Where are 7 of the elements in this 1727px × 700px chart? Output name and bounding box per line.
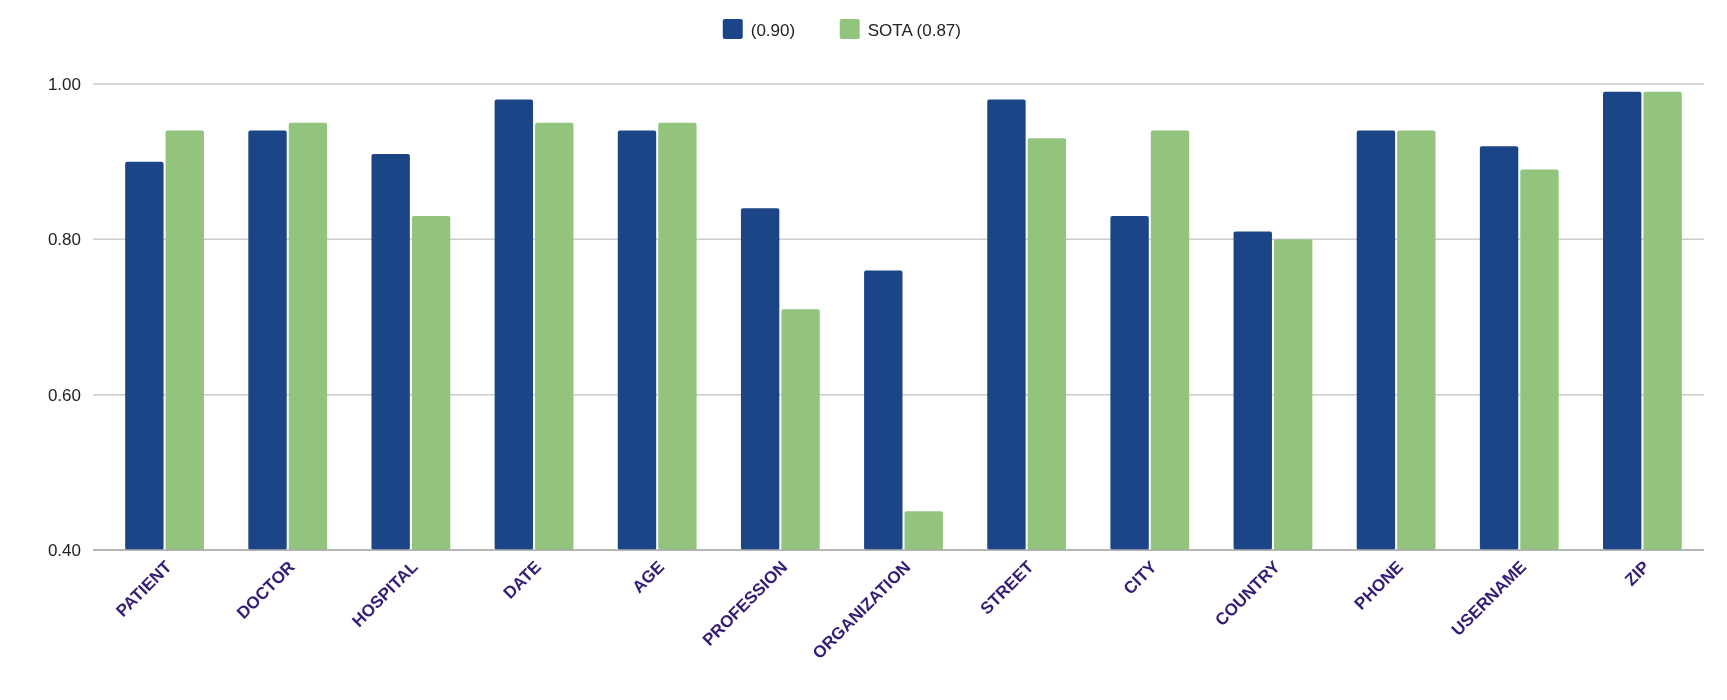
legend-label: (0.90) (750, 20, 796, 40)
legend-label: SOTA (0.87) (867, 20, 961, 40)
y-tick-label: 0.40 (47, 540, 81, 560)
y-tick-label: 1.00 (47, 74, 81, 94)
y-tick-label: 0.80 (47, 230, 81, 250)
x-tick-label: ZIP (1621, 557, 1654, 590)
y-tick-label: 0.60 (47, 385, 81, 405)
